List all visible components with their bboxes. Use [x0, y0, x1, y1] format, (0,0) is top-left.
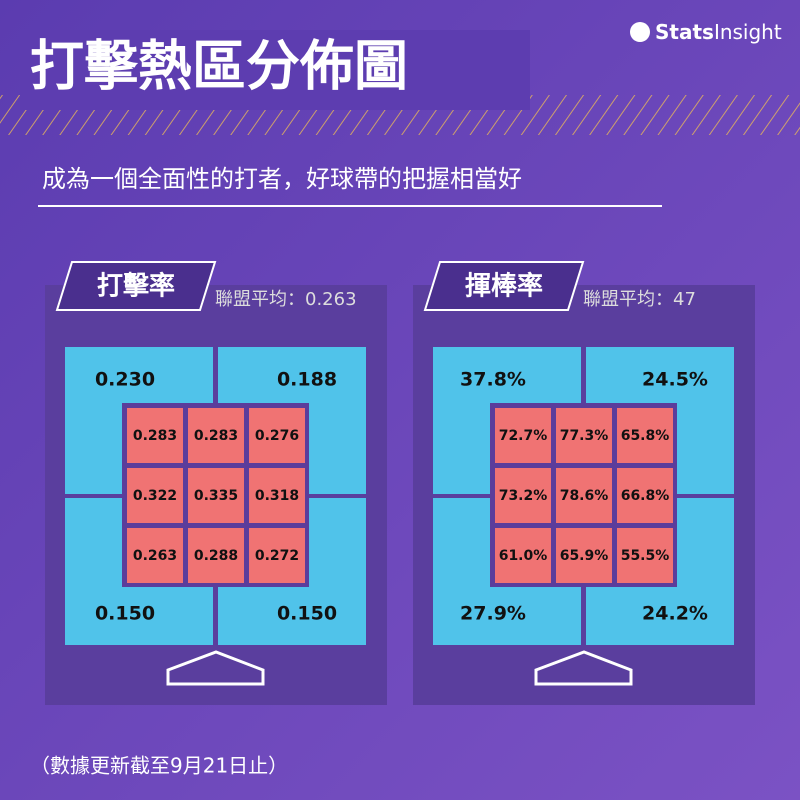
outer-value: 24.2% [642, 603, 708, 625]
outer-value: 0.150 [95, 603, 155, 625]
inner-zone [617, 468, 673, 523]
inner-value: 66.8% [621, 488, 670, 504]
inner-zone [556, 528, 612, 583]
inner-zone [617, 408, 673, 463]
inner-zone [556, 408, 612, 463]
inner-value: 65.9% [560, 548, 609, 564]
league-avg: 聯盟平均：0.263 [215, 289, 357, 310]
subtitle: 成為一個全面性的打者，好球帶的把握相當好 [42, 165, 522, 193]
brand-bold: Stats [655, 20, 714, 44]
inner-zone [127, 528, 183, 583]
outer-value: 0.188 [277, 369, 337, 391]
inner-zone [188, 408, 244, 463]
inner-zone [617, 528, 673, 583]
panel: 揮棒率聯盟平均：47 37.8% 24.5% 27.9% 24.2% 72.7% 77.3%… [413, 261, 755, 705]
title-bg [20, 30, 530, 110]
inner-value: 0.322 [133, 488, 177, 504]
inner-value: 0.288 [194, 548, 238, 564]
outer-value: 27.9% [460, 603, 526, 625]
inner-value: 77.3% [560, 428, 609, 444]
inner-zone [249, 468, 305, 523]
inner-zone [495, 468, 551, 523]
panel-label: 揮棒率 [465, 271, 543, 302]
inner-value: 72.7% [499, 428, 548, 444]
inner-value: 0.283 [194, 428, 238, 444]
label-tag [423, 261, 585, 311]
panel-label: 打擊率 [97, 271, 175, 302]
inner-zone [249, 408, 305, 463]
inner-zone [249, 528, 305, 583]
brand-light: Insight [714, 20, 782, 44]
league-avg: 聯盟平均：47 [583, 289, 696, 310]
label-tag [55, 261, 217, 311]
inner-value: 55.5% [621, 548, 670, 564]
outer-value: 37.8% [460, 369, 526, 391]
inner-value: 65.8% [621, 428, 670, 444]
inner-value: 0.276 [255, 428, 299, 444]
inner-value: 0.335 [194, 488, 238, 504]
brand-logo [630, 22, 650, 42]
panels: 打擊率聯盟平均：0.263 0.230 0.188 0.150 0.150 0.283 0.… [45, 261, 755, 705]
inner-zone [495, 408, 551, 463]
outer-value: 0.230 [95, 369, 155, 391]
outer-value: 0.150 [277, 603, 337, 625]
inner-zone [188, 528, 244, 583]
inner-value: 0.283 [133, 428, 177, 444]
inner-value: 0.318 [255, 488, 299, 504]
brand: StatsInsight [655, 20, 782, 44]
title: 打擊熱區分佈圖 [30, 35, 408, 98]
inner-zone [495, 528, 551, 583]
inner-value: 78.6% [560, 488, 609, 504]
inner-value: 61.0% [499, 548, 548, 564]
footnote: （數據更新截至9月21日止） [30, 754, 288, 778]
inner-value: 73.2% [499, 488, 548, 504]
inner-zone [127, 468, 183, 523]
panel: 打擊率聯盟平均：0.263 0.230 0.188 0.150 0.150 0.283 0.… [45, 261, 387, 705]
inner-zone [188, 468, 244, 523]
home-plate [534, 650, 633, 686]
inner-value: 0.263 [133, 548, 177, 564]
inner-zone [127, 408, 183, 463]
inner-value: 0.272 [255, 548, 299, 564]
home-plate [166, 650, 265, 686]
inner-zone [556, 468, 612, 523]
outer-value: 24.5% [642, 369, 708, 391]
